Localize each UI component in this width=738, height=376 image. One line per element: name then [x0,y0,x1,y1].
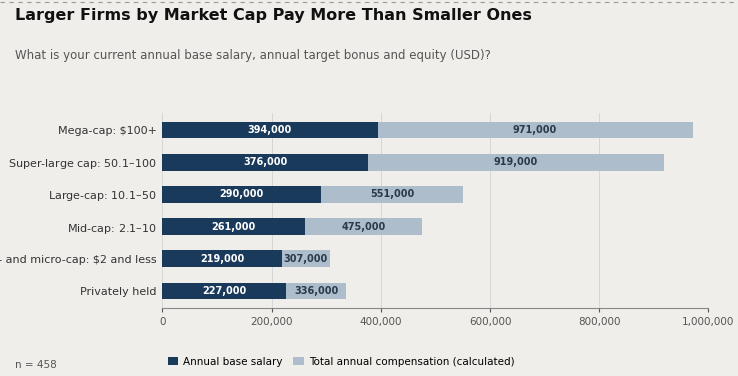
Text: 227,000: 227,000 [202,286,246,296]
Text: 219,000: 219,000 [200,254,244,264]
Text: Larger Firms by Market Cap Pay More Than Smaller Ones: Larger Firms by Market Cap Pay More Than… [15,8,531,23]
Text: 376,000: 376,000 [243,157,287,167]
Bar [162,283,346,299]
Text: 307,000: 307,000 [284,254,328,264]
Text: What is your current annual base salary, annual target bonus and equity (USD)?: What is your current annual base salary,… [15,49,491,62]
Bar [162,218,305,235]
Text: 475,000: 475,000 [341,222,385,232]
Bar [162,250,330,267]
Bar [162,122,693,138]
Text: 394,000: 394,000 [248,125,292,135]
Bar [162,283,286,299]
Bar [162,186,321,203]
Text: 336,000: 336,000 [294,286,338,296]
Bar [162,186,463,203]
Bar [162,218,422,235]
Text: n = 458: n = 458 [15,360,57,370]
Legend: Annual base salary, Total annual compensation (calculated): Annual base salary, Total annual compens… [168,356,514,367]
Bar [162,154,664,171]
Text: 551,000: 551,000 [370,190,414,199]
Bar [162,154,368,171]
Bar [162,122,378,138]
Text: 919,000: 919,000 [494,157,538,167]
Bar [162,250,282,267]
Text: 290,000: 290,000 [219,190,263,199]
Text: 261,000: 261,000 [212,222,256,232]
Text: 971,000: 971,000 [513,125,557,135]
